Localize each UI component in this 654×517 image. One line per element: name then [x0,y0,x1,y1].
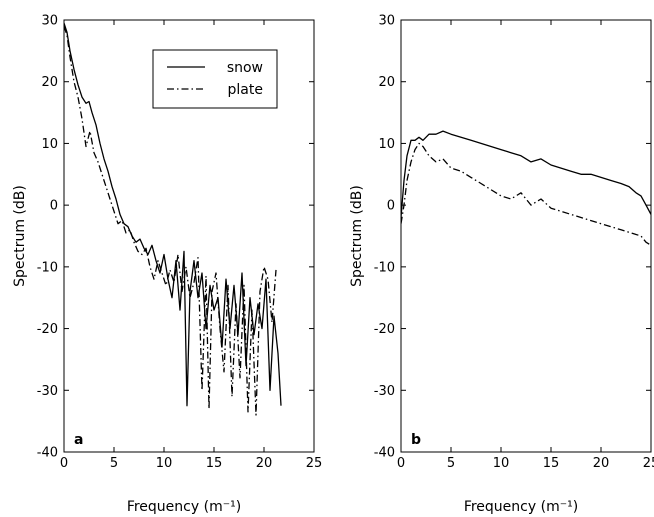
x-axis-label: Frequency (m⁻¹) [127,499,241,515]
x-tick-label: 20 [593,456,610,471]
plot-frame [63,19,315,453]
y-tick-label: -30 [37,384,58,399]
x-tick-label: 0 [60,456,68,471]
y-tick-label: -20 [374,322,395,337]
y-tick-label: 10 [378,137,395,152]
series-line-plate [64,25,277,416]
x-tick-label: 25 [306,456,323,471]
x-tick-label: 10 [493,456,510,471]
y-tick-label: 0 [50,199,58,214]
y-tick-label: 10 [41,137,58,152]
x-tick-label: 10 [156,456,173,471]
y-tick-label: -10 [37,260,58,275]
legend-label-plate: plate [228,82,263,98]
panel-letter: a [74,432,83,448]
x-tick-label: 15 [206,456,223,471]
x-tick-label: 15 [543,456,560,471]
legend-box [152,49,278,109]
x-tick-label: 0 [397,456,405,471]
x-axis-label: Frequency (m⁻¹) [464,499,578,515]
x-tick-label: 5 [447,456,455,471]
series-line-snow [64,22,282,407]
panel-b: 0 5 10 15 20 25 -40 -30 -20 -10 0 10 20 30 Frequency (… [349,14,654,516]
y-tick-label: -20 [37,322,58,337]
panel-a: 0 5 10 15 20 25 -40 -30 -20 -10 0 10 20 30 Frequency (… [12,14,322,516]
y-tick-label: 0 [387,199,395,214]
y-axis-label: Spectrum (dB) [349,185,365,287]
x-tick-label: 25 [643,456,654,471]
y-tick-label: -10 [374,260,395,275]
y-tick-label: -30 [374,384,395,399]
y-axis-label: Spectrum (dB) [12,185,28,287]
y-tick-label: -40 [37,446,58,461]
y-tick-label: 30 [378,14,395,29]
y-tick-label: 30 [41,14,58,29]
legend-label-snow: snow [227,60,263,76]
y-tick-label: -40 [374,446,395,461]
panel-letter: b [411,432,421,448]
plot-frame [400,19,652,453]
series-line-snow [401,130,651,218]
x-tick-label: 5 [110,456,118,471]
series-line-plate [401,142,651,246]
legend: snow plate [152,49,278,109]
y-tick-label: 20 [378,75,395,90]
y-tick-label: 20 [41,75,58,90]
x-tick-label: 20 [256,456,273,471]
